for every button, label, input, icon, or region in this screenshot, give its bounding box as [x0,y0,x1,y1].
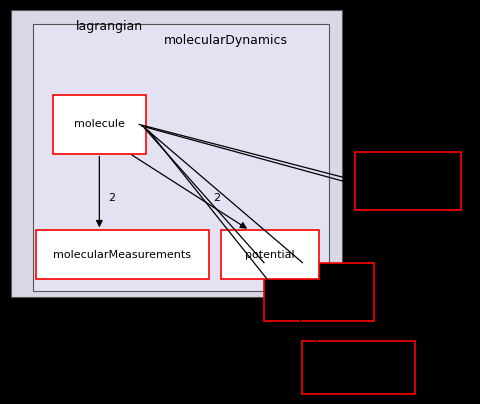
Bar [221,230,319,279]
Text: lagrangian: lagrangian [76,20,144,33]
Bar [33,24,329,291]
Text: molecularMeasurements: molecularMeasurements [53,250,192,259]
Bar [11,10,342,297]
Text: molecule: molecule [74,119,125,129]
Bar [264,263,374,321]
Text: potential: potential [245,250,295,259]
Text: 2: 2 [214,193,221,203]
Bar [53,95,146,154]
Bar [302,341,415,394]
Text: 2: 2 [108,193,115,203]
Bar [36,230,209,279]
Text: molecularDynamics: molecularDynamics [164,34,288,47]
Bar [355,152,461,210]
